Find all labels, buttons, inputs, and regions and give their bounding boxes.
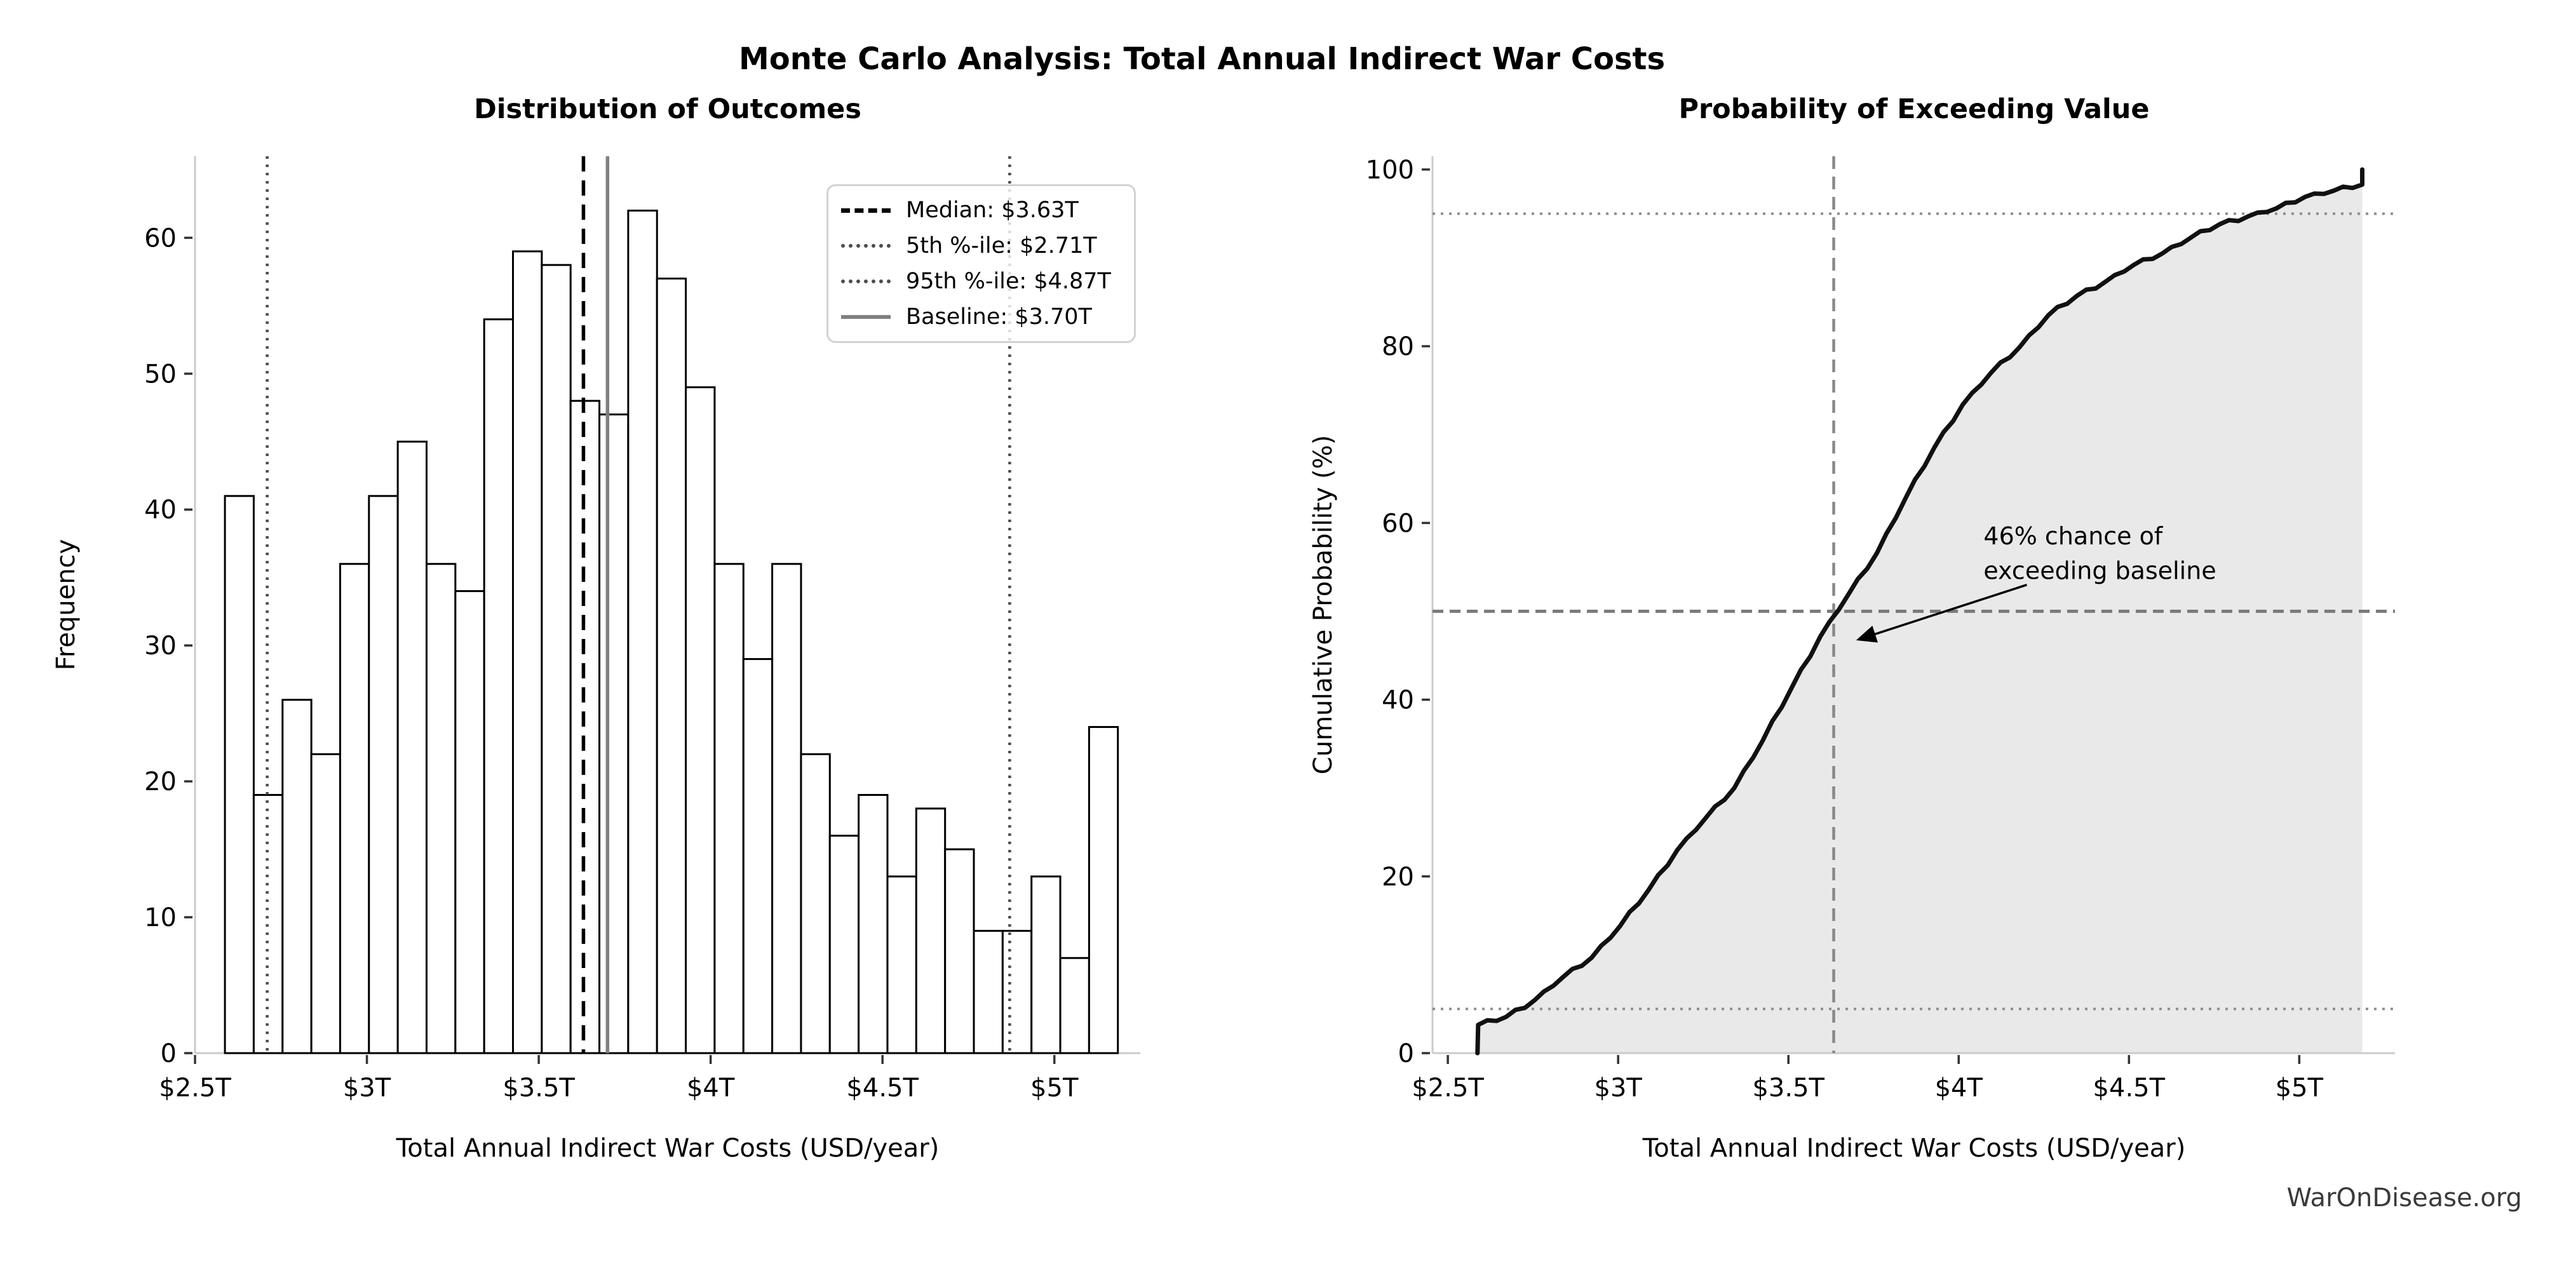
histogram-bar xyxy=(944,848,975,1054)
histogram-bar xyxy=(685,386,716,1054)
legend-item: 5th %-ile: $2.71T xyxy=(841,233,1121,259)
cdf-x-tick-label: $3.5T xyxy=(1752,1073,1824,1103)
histogram-bar xyxy=(1088,726,1119,1054)
hist-y-tick-label: 40 xyxy=(144,495,177,525)
figure-title: Monte Carlo Analysis: Total Annual Indir… xyxy=(738,41,1666,77)
hist-x-tick-label: $4.5T xyxy=(846,1073,919,1103)
legend-line-sample-dotted xyxy=(841,279,891,283)
hist-y-tick-label: 30 xyxy=(144,631,177,661)
annotation-text: 46% chance of xyxy=(1983,522,2163,550)
cdf-y-tick-label: 0 xyxy=(1398,1039,1414,1068)
cdf-curve xyxy=(1475,167,2365,1056)
histogram-bar xyxy=(915,807,947,1054)
legend-label: Baseline: $3.70T xyxy=(906,304,1092,330)
left-x-axis-label: Total Annual Indirect War Costs (USD/yea… xyxy=(396,1134,940,1163)
histogram-bar xyxy=(1030,875,1062,1054)
legend-line-sample-dotted xyxy=(841,244,891,248)
histogram-bar xyxy=(771,563,802,1054)
cdf-x-tick-label: $4.5T xyxy=(2093,1073,2166,1103)
histogram-bar xyxy=(1059,957,1090,1054)
hist-x-tick-label: $5T xyxy=(1030,1073,1079,1103)
right-x-axis-label: Total Annual Indirect War Costs (USD/yea… xyxy=(1642,1134,2186,1163)
hist-x-tick-label: $4T xyxy=(687,1073,735,1103)
histogram-bar xyxy=(483,318,515,1054)
hist-y-tick-label: 10 xyxy=(144,903,177,932)
legend-line-sample-solid xyxy=(841,315,891,319)
hist-y-tick-label: 20 xyxy=(144,767,177,797)
histogram-bar xyxy=(858,794,889,1054)
cdf-y-tick-label: 100 xyxy=(1366,156,1414,185)
watermark: WarOnDisease.org xyxy=(2286,1183,2522,1213)
histogram-bar xyxy=(713,563,745,1054)
legend-item: Baseline: $3.70T xyxy=(841,304,1121,330)
cdf-x-tick-label: $2.5T xyxy=(1412,1073,1484,1103)
cdf-x-tick-label: $3T xyxy=(1594,1073,1642,1103)
legend-item: Median: $3.63T xyxy=(841,198,1121,223)
annotation-arrow xyxy=(1856,584,2028,643)
hist-y-tick-label: 60 xyxy=(144,224,177,253)
left-subplot-title: Distribution of Outcomes xyxy=(474,93,861,125)
cdf-y-tick-label: 60 xyxy=(1382,509,1414,538)
cdf-y-tick-label: 40 xyxy=(1382,686,1414,715)
legend-label: 95th %-ile: $4.87T xyxy=(906,269,1111,294)
histogram-bar xyxy=(1001,929,1033,1054)
hist-x-tick-label: $3T xyxy=(343,1073,391,1103)
histogram-bar xyxy=(339,563,370,1054)
legend-line-sample-dashed xyxy=(841,208,891,213)
histogram-bar xyxy=(281,699,313,1054)
left-y-axis-label: Frequency xyxy=(51,539,81,671)
hist-y-tick-label: 0 xyxy=(161,1039,177,1068)
histogram-bar xyxy=(627,210,658,1054)
histogram-bar xyxy=(224,495,255,1054)
histogram-bar xyxy=(454,590,485,1054)
histogram-bar xyxy=(310,753,341,1054)
histogram-bar xyxy=(828,835,860,1054)
histogram-bar xyxy=(800,753,831,1054)
histogram-bar xyxy=(742,658,774,1054)
cdf-y-tick-label: 80 xyxy=(1382,332,1414,361)
cdf-x-tick-label: $5T xyxy=(2276,1073,2324,1103)
hist-y-tick-label: 50 xyxy=(144,360,177,389)
histogram-bar xyxy=(598,413,630,1054)
histogram-bar xyxy=(425,563,457,1054)
right-subplot-title: Probability of Exceeding Value xyxy=(1678,93,2150,125)
hist-x-tick-label: $3.5T xyxy=(502,1073,575,1103)
hist-x-tick-label: $2.5T xyxy=(159,1073,231,1103)
histogram-bar xyxy=(886,875,917,1054)
legend-box: Median: $3.63T 5th %-ile: $2.71T 95th %-il… xyxy=(826,184,1136,343)
legend-item: 95th %-ile: $4.87T xyxy=(841,269,1121,294)
histogram-bar xyxy=(368,495,399,1054)
histogram-bar xyxy=(512,250,543,1054)
legend-label: Median: $3.63T xyxy=(906,198,1079,223)
annotation-text: exceeding baseline xyxy=(1983,556,2216,584)
histogram-bar xyxy=(541,264,572,1054)
cdf-y-tick-label: 20 xyxy=(1382,863,1414,892)
right-y-axis-label: Cumulative Probability (%) xyxy=(1309,434,1338,775)
histogram-bar xyxy=(656,278,687,1054)
histogram-bar xyxy=(396,440,428,1054)
legend-label: 5th %-ile: $2.71T xyxy=(906,233,1097,259)
cdf-x-tick-label: $4T xyxy=(1935,1073,1983,1103)
histogram-bar xyxy=(973,929,1004,1054)
histogram-bar xyxy=(252,794,284,1054)
